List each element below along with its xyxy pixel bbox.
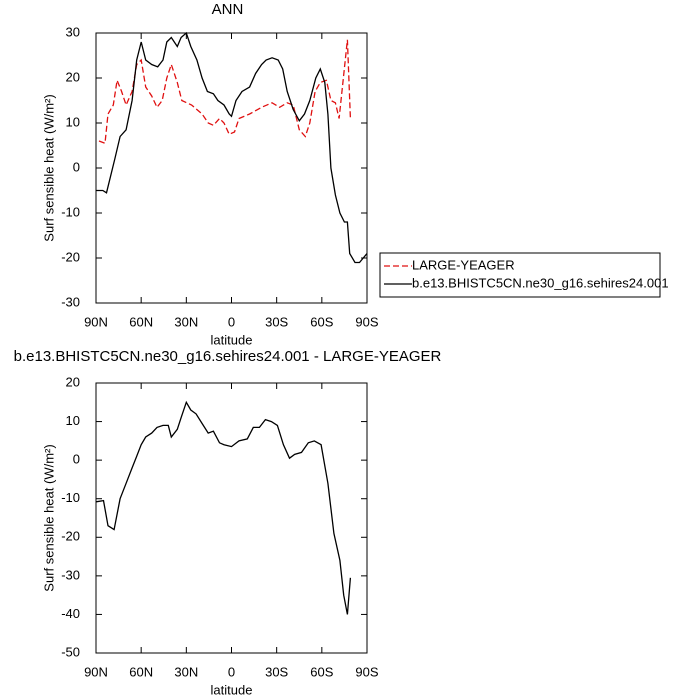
y-tick-label: -30 <box>61 567 80 582</box>
x-tick-label: 0 <box>228 314 235 329</box>
legend-box <box>379 252 661 298</box>
y-tick-label: -20 <box>61 249 80 264</box>
chart-title: ANN <box>212 1 244 18</box>
legend-label: b.e13.BHISTC5CN.ne30_g16.sehires24.001 <box>412 275 669 290</box>
x-tick-label: 0 <box>228 664 235 679</box>
x-tick-label: 60N <box>129 664 153 679</box>
x-axis-label: latitude <box>211 332 253 347</box>
x-axis-label: latitude <box>211 682 253 697</box>
x-tick-label: 60S <box>310 664 333 679</box>
x-tick-label: 60S <box>310 314 333 329</box>
x-tick-label: 30N <box>174 314 198 329</box>
legend-label: LARGE-YEAGER <box>412 257 515 272</box>
data-line <box>96 31 368 264</box>
data-line <box>95 400 352 615</box>
plot-frame <box>95 32 368 304</box>
y-axis-label: Surf sensible heat (W/m²) <box>41 444 56 591</box>
y-tick-label: -40 <box>61 606 80 621</box>
x-tick-label: 30N <box>174 664 198 679</box>
x-tick-label: 90N <box>84 314 108 329</box>
x-tick-label: 60N <box>129 314 153 329</box>
data-line <box>98 39 352 145</box>
x-tick-label: 90S <box>355 314 378 329</box>
y-tick-label: 0 <box>73 159 80 174</box>
y-tick-label: -10 <box>61 490 80 505</box>
y-tick-label: -50 <box>61 644 80 659</box>
x-tick-label: 30S <box>265 314 288 329</box>
y-tick-label: 30 <box>66 24 80 39</box>
y-tick-label: -10 <box>61 204 80 219</box>
y-tick-label: 20 <box>66 69 80 84</box>
y-axis-label: Surf sensible heat (W/m²) <box>41 94 56 241</box>
y-tick-label: -30 <box>61 294 80 309</box>
y-tick-label: 0 <box>73 452 80 467</box>
y-tick-label: 20 <box>66 374 80 389</box>
plot-frame <box>95 382 368 654</box>
x-tick-label: 90N <box>84 664 108 679</box>
x-tick-label: 30S <box>265 664 288 679</box>
y-tick-label: 10 <box>66 114 80 129</box>
chart-title: b.e13.BHISTC5CN.ne30_g16.sehires24.001 -… <box>14 348 442 365</box>
y-tick-label: 10 <box>66 413 80 428</box>
y-tick-label: -20 <box>61 529 80 544</box>
x-tick-label: 90S <box>355 664 378 679</box>
